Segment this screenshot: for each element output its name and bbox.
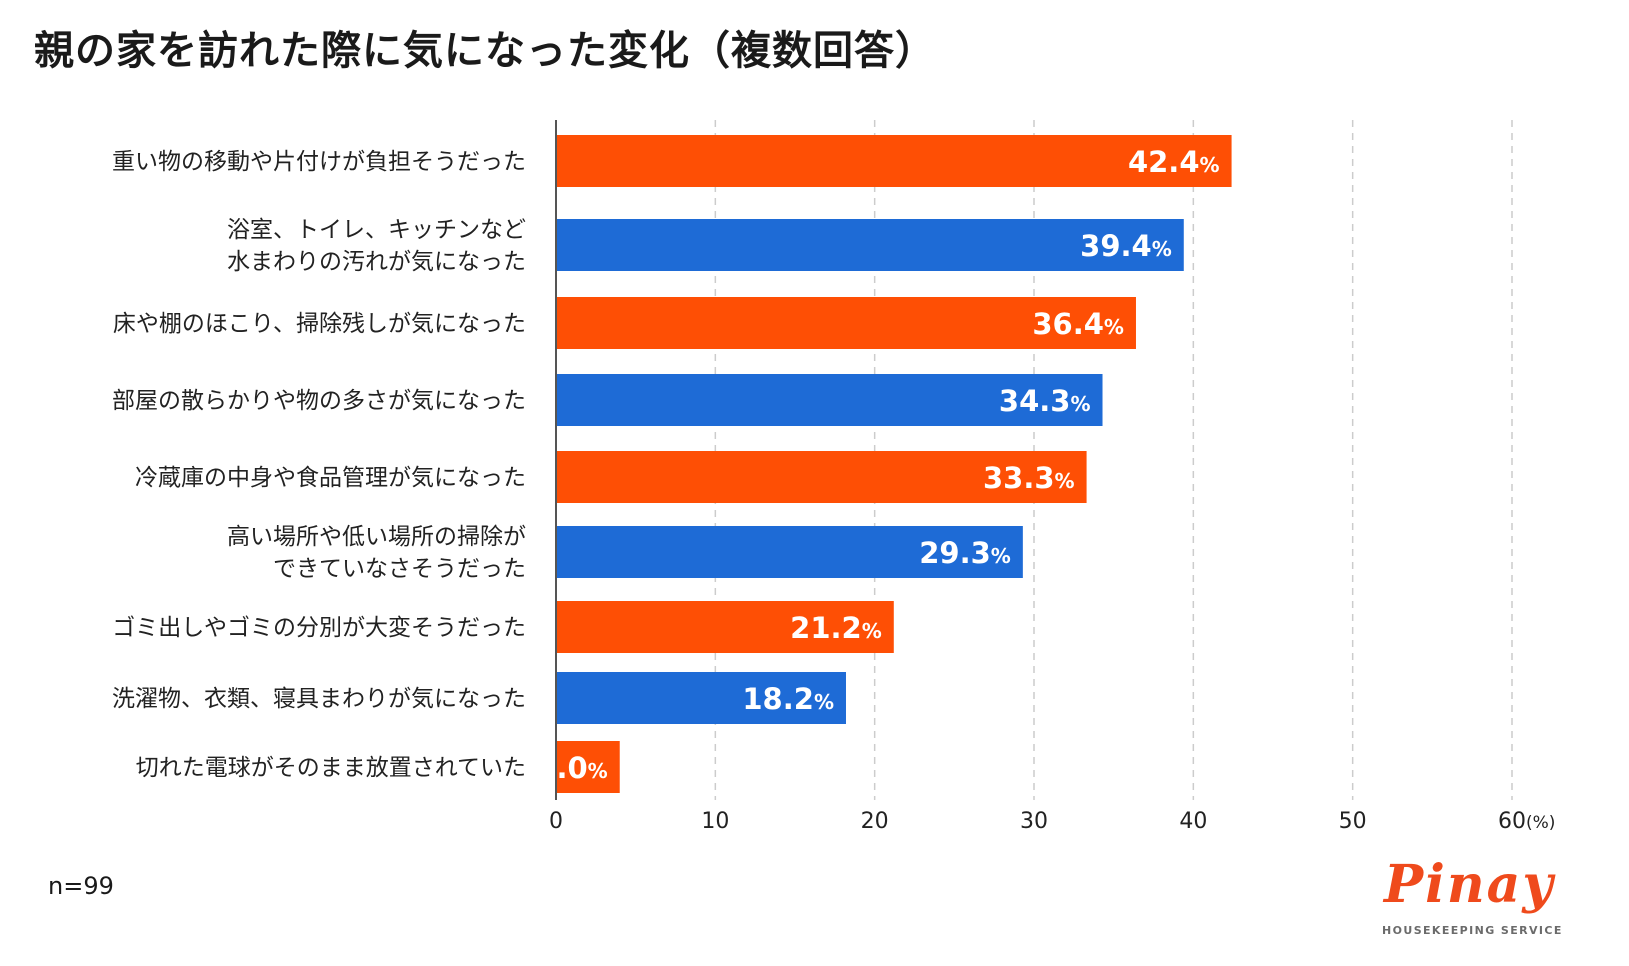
- category-label: ゴミ出しやゴミの分別が大変そうだった: [112, 615, 526, 641]
- value-percent-sign: %: [991, 544, 1011, 568]
- bar: [556, 672, 846, 724]
- logo-tagline: HOUSEKEEPING SERVICE: [1382, 924, 1563, 937]
- value-percent-sign: %: [588, 759, 608, 783]
- bar: [556, 601, 894, 653]
- bar: [556, 526, 1023, 578]
- bar: [556, 219, 1184, 271]
- pinay-logo: Pinay HOUSEKEEPING SERVICE: [1376, 854, 1581, 942]
- x-tick-label: 40: [1179, 809, 1207, 834]
- bar: [556, 297, 1136, 349]
- value-percent-sign: %: [1104, 315, 1124, 339]
- x-tick-label: 60: [1498, 809, 1526, 834]
- value-percent-sign: %: [1070, 392, 1090, 416]
- category-label: 重い物の移動や片付けが負担そうだった: [112, 149, 526, 175]
- value-percent-sign: %: [1152, 237, 1172, 261]
- x-tick-label: 50: [1339, 809, 1367, 834]
- value-percent-sign: %: [1200, 153, 1220, 177]
- bar-value-label: 29.3%: [919, 536, 1011, 570]
- category-label: 切れた電球がそのまま放置されていた: [136, 755, 526, 781]
- value-percent-sign: %: [862, 619, 882, 643]
- chart-title: 親の家を訪れた際に気になった変化（複数回答）: [34, 28, 936, 74]
- category-label: 部屋の散らかりや物の多さが気になった: [112, 388, 526, 414]
- bar: [556, 741, 620, 793]
- x-tick-label: 20: [861, 809, 889, 834]
- category-label: 床や棚のほこり、掃除残しが気になった: [113, 311, 526, 337]
- bar: [556, 451, 1087, 503]
- bar: [556, 374, 1103, 426]
- value-percent-sign: %: [814, 690, 834, 714]
- category-label: 水まわりの汚れが気になった: [227, 249, 526, 275]
- sample-size-label: n=99: [48, 872, 114, 900]
- x-tick-label: 30: [1020, 809, 1048, 834]
- category-label: 冷蔵庫の中身や食品管理が気になった: [135, 465, 526, 491]
- bar: [556, 135, 1232, 187]
- category-label: 洗濯物、衣類、寝具まわりが気になった: [112, 686, 526, 712]
- x-tick-label: 10: [701, 809, 729, 834]
- category-label: 高い場所や低い場所の掃除が: [227, 524, 526, 550]
- logo-wordmark: Pinay: [1384, 854, 1555, 915]
- category-label: できていなさそうだった: [273, 556, 526, 582]
- x-axis-unit: (%): [1526, 813, 1555, 833]
- x-tick-label: 0: [549, 809, 563, 834]
- category-label: 浴室、トイレ、キッチンなど: [227, 217, 526, 243]
- value-percent-sign: %: [1055, 469, 1075, 493]
